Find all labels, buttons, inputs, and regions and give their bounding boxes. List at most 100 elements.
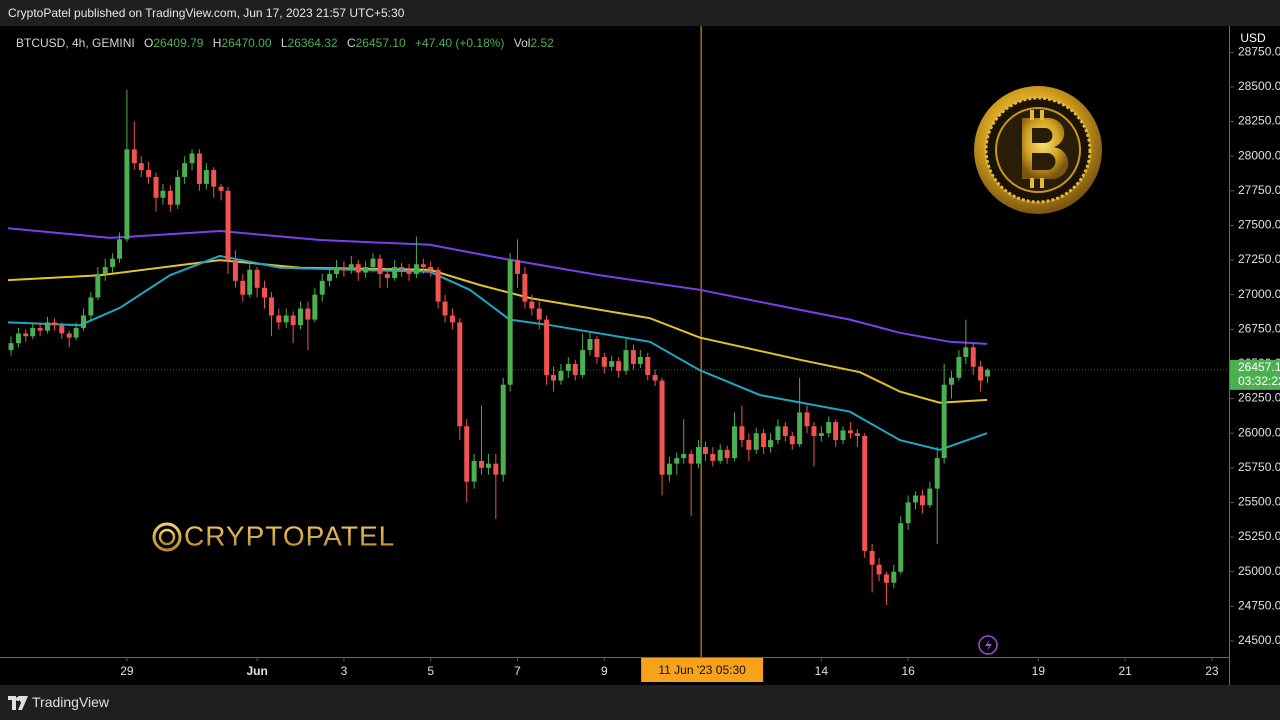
candle-body bbox=[160, 190, 166, 198]
candle-body bbox=[746, 440, 752, 450]
candle-body bbox=[247, 269, 253, 295]
x-tick-label: 21 bbox=[1118, 664, 1132, 678]
candle-body bbox=[674, 458, 680, 464]
x-tick-label: 29 bbox=[120, 664, 134, 678]
candle-body bbox=[594, 339, 600, 358]
candle-body bbox=[428, 266, 434, 270]
candle-body bbox=[182, 163, 188, 177]
x-tick-label: 3 bbox=[341, 664, 348, 678]
candle-body bbox=[167, 190, 173, 205]
candle-body bbox=[392, 266, 398, 279]
candle-body bbox=[522, 273, 528, 302]
candle-body bbox=[891, 571, 897, 583]
x-tick-label: 16 bbox=[901, 664, 915, 678]
candle-body bbox=[616, 361, 622, 371]
x-tick-label: 5 bbox=[427, 664, 434, 678]
candle-body bbox=[290, 315, 296, 326]
candle-body bbox=[268, 297, 274, 316]
candle-body bbox=[702, 447, 708, 454]
candle-body bbox=[544, 319, 550, 376]
candle-body bbox=[485, 463, 491, 468]
candle-body bbox=[363, 266, 369, 273]
last-price-label: 26457.10 bbox=[1238, 360, 1280, 374]
candle-body bbox=[370, 258, 376, 267]
candle-body bbox=[956, 357, 962, 378]
candle-body bbox=[558, 370, 564, 381]
candle-body bbox=[724, 449, 730, 459]
candle-body bbox=[203, 170, 209, 184]
candle-body bbox=[941, 384, 947, 459]
candle-body bbox=[464, 426, 470, 482]
candle-body bbox=[189, 153, 195, 164]
candle-body bbox=[970, 347, 976, 367]
candle-body bbox=[847, 430, 853, 434]
y-tick-label: 26250.00 bbox=[1238, 391, 1280, 405]
candle-body bbox=[905, 502, 911, 524]
candle-body bbox=[883, 574, 889, 583]
candle-body bbox=[131, 149, 137, 164]
publish-bar: CryptoPatel published on TradingView.com… bbox=[0, 0, 1280, 26]
y-tick-label: 24500.00 bbox=[1238, 633, 1280, 647]
moving-average bbox=[7, 227, 988, 345]
watermark: CRYPTOPATEL bbox=[184, 520, 395, 551]
candle-body bbox=[283, 315, 289, 323]
currency-label: USD bbox=[1240, 31, 1266, 45]
alert-icon[interactable] bbox=[978, 635, 998, 655]
candle-body bbox=[645, 357, 651, 376]
candle-body bbox=[276, 315, 282, 323]
candle-body bbox=[102, 266, 108, 274]
candle-body bbox=[73, 327, 79, 338]
footer-brand: TradingView bbox=[32, 694, 110, 710]
candle-body bbox=[659, 380, 665, 475]
x-tick-label: 23 bbox=[1205, 664, 1219, 678]
candle-body bbox=[515, 260, 521, 274]
candle-body bbox=[587, 339, 593, 351]
candle-body bbox=[196, 153, 202, 184]
candle-body bbox=[420, 264, 426, 267]
candle-body bbox=[44, 322, 50, 331]
candle-body bbox=[753, 433, 759, 450]
candle-body bbox=[717, 449, 723, 461]
candle-body bbox=[652, 375, 658, 381]
candle-body bbox=[580, 350, 586, 376]
candle-body bbox=[240, 280, 246, 295]
candle-body bbox=[153, 176, 159, 198]
candle-body bbox=[81, 315, 87, 328]
candle-body bbox=[124, 149, 130, 240]
candle-body bbox=[536, 308, 542, 320]
x-tick-label: Jun bbox=[246, 664, 267, 678]
candle-body bbox=[493, 463, 499, 475]
low-value: 26364.32 bbox=[287, 36, 338, 50]
candle-body bbox=[254, 269, 260, 288]
candle-body bbox=[8, 343, 14, 351]
candle-body bbox=[95, 273, 101, 298]
candle-body bbox=[384, 273, 390, 279]
candle-body bbox=[413, 264, 419, 274]
y-tick-label: 26750.00 bbox=[1238, 321, 1280, 335]
candle-body bbox=[457, 322, 463, 427]
candle-body bbox=[775, 426, 781, 441]
candle-body bbox=[978, 366, 984, 381]
candle-body bbox=[146, 170, 152, 177]
candle-body bbox=[449, 315, 455, 323]
symbol: BTCUSD, 4h, GEMINI bbox=[16, 36, 135, 50]
candle-body bbox=[334, 266, 340, 274]
candle-body bbox=[51, 322, 57, 326]
y-tick-label: 27500.00 bbox=[1238, 218, 1280, 232]
candle-body bbox=[23, 333, 29, 337]
y-tick-label: 27250.00 bbox=[1238, 252, 1280, 266]
candle-body bbox=[688, 453, 694, 464]
candle-body bbox=[551, 375, 557, 381]
candle-body bbox=[927, 488, 933, 506]
candle-body bbox=[739, 426, 745, 441]
candle-body bbox=[66, 333, 72, 338]
candle-body bbox=[37, 327, 43, 331]
crosshair-label: 11 Jun '23 05:30 bbox=[658, 663, 746, 677]
close-value: 26457.10 bbox=[355, 36, 406, 50]
x-tick-label: 19 bbox=[1032, 664, 1046, 678]
candle-body bbox=[500, 384, 506, 475]
candle-body bbox=[840, 430, 846, 441]
volume-label: Vol bbox=[513, 36, 531, 50]
candle-body bbox=[623, 350, 629, 371]
candle-body bbox=[985, 369, 991, 377]
